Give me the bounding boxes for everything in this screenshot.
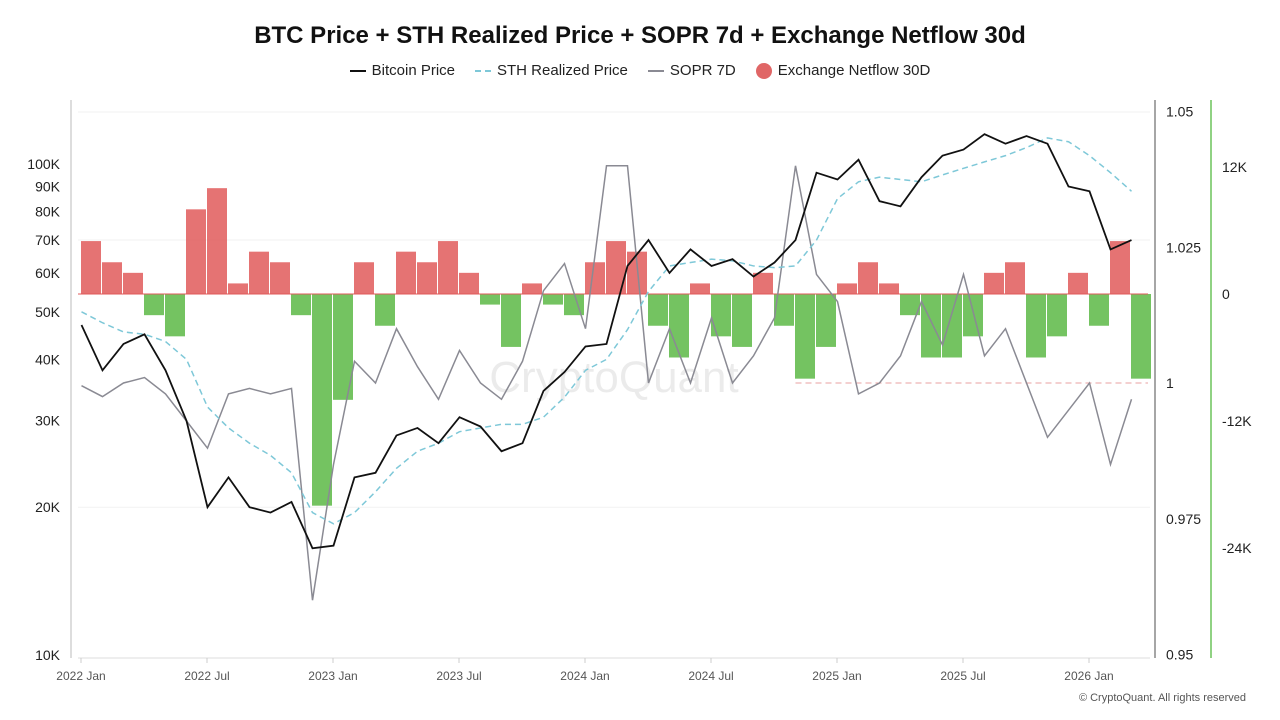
netflow-bar <box>375 294 395 326</box>
btc-price-line <box>80 133 1132 550</box>
legend-item-sopr[interactable]: SOPR 7D <box>647 62 736 79</box>
netflow-tick-label: -24K <box>1222 540 1252 556</box>
netflow-bar <box>480 294 500 305</box>
left-tick-label: 70K <box>35 232 61 248</box>
x-tick-label: 2023 Jul <box>436 669 481 683</box>
netflow-bar <box>312 294 332 506</box>
legend-item-btc[interactable]: Bitcoin Price <box>349 62 456 79</box>
netflow-bar <box>354 262 374 294</box>
netflow-bar <box>228 283 248 294</box>
legend-item-sth[interactable]: STH Realized Price <box>475 62 628 79</box>
legend-label: STH Realized Price <box>497 62 628 79</box>
left-tick-label: 50K <box>35 304 61 320</box>
x-tick-label: 2022 Jan <box>56 669 105 683</box>
netflow-bar <box>1026 294 1046 358</box>
netflow-bar <box>459 272 479 294</box>
netflow-bar <box>816 294 836 347</box>
x-tick-label: 2022 Jul <box>184 669 229 683</box>
netflow-bar <box>711 294 731 337</box>
netflow-tick-label: -12K <box>1222 413 1252 429</box>
netflow-bar <box>606 241 626 294</box>
legend-label: Bitcoin Price <box>371 62 456 79</box>
netflow-bar <box>900 294 920 316</box>
netflow-bar <box>522 283 542 294</box>
right-tick-label: 0.95 <box>1166 647 1193 663</box>
netflow-bar <box>1068 272 1088 294</box>
legend-label: Exchange Netflow 30D <box>777 62 931 79</box>
netflow-bar <box>627 251 647 294</box>
netflow-bar <box>186 209 206 294</box>
netflow-bar <box>1089 294 1109 326</box>
netflow-bar <box>123 272 143 294</box>
netflow-bar <box>774 294 794 326</box>
netflow-bar <box>963 294 983 337</box>
left-tick-label: 20K <box>35 499 61 515</box>
netflow-bar <box>417 262 437 294</box>
netflow-bar <box>102 262 122 294</box>
right-tick-label: 1.05 <box>1166 104 1193 120</box>
left-tick-label: 30K <box>35 413 61 429</box>
legend: Bitcoin Price STH Realized Price SOPR 7D… <box>0 62 1280 79</box>
copyright: © CryptoQuant. All rights reserved <box>1078 692 1246 704</box>
right-tick-label: 1.025 <box>1166 239 1201 255</box>
netflow-bar <box>648 294 668 326</box>
netflow-bar <box>690 283 710 294</box>
netflow-bar <box>984 272 1004 294</box>
x-tick-label: 2024 Jan <box>560 669 609 683</box>
left-tick-label: 10K <box>35 647 61 663</box>
netflow-bar <box>81 241 101 294</box>
left-tick-label: 90K <box>35 178 61 194</box>
left-tick-label: 40K <box>35 351 61 367</box>
x-tick-label: 2024 Jul <box>688 669 733 683</box>
x-tick-label: 2023 Jan <box>308 669 357 683</box>
netflow-bar <box>270 262 290 294</box>
legend-item-netflow[interactable]: Exchange Netflow 30D <box>755 62 931 79</box>
x-tick-label: 2026 Jan <box>1064 669 1113 683</box>
netflow-bar <box>879 283 899 294</box>
netflow-bar <box>249 251 269 294</box>
netflow-bar <box>585 262 605 294</box>
watermark: CryptoQuant <box>489 353 738 402</box>
netflow-bar <box>144 294 164 316</box>
netflow-bar <box>753 272 773 294</box>
netflow-bar <box>732 294 752 347</box>
right-tick-label: 1 <box>1166 375 1174 391</box>
netflow-bar <box>837 283 857 294</box>
netflow-bar <box>333 294 353 400</box>
netflow-bar <box>438 241 458 294</box>
netflow-tick-label: 0 <box>1222 286 1230 302</box>
netflow-bar <box>858 262 878 294</box>
left-tick-label: 80K <box>35 204 61 220</box>
netflow-bar <box>543 294 563 305</box>
netflow-bar <box>291 294 311 316</box>
netflow-bar <box>795 294 815 379</box>
netflow-bar <box>1131 294 1151 379</box>
netflow-bar <box>669 294 689 358</box>
netflow-tick-label: 12K <box>1222 159 1248 175</box>
sth-realized-price-line <box>81 137 1132 525</box>
netflow-bar <box>207 188 227 294</box>
right-tick-label: 0.975 <box>1166 511 1201 527</box>
netflow-bar <box>1110 241 1130 294</box>
legend-label: SOPR 7D <box>669 62 736 79</box>
chart-title: BTC Price + STH Realized Price + SOPR 7d… <box>254 22 1026 49</box>
netflow-bar <box>942 294 962 358</box>
netflow-bar <box>1005 262 1025 294</box>
netflow-bar <box>396 251 416 294</box>
netflow-bar <box>165 294 185 337</box>
sopr-line <box>81 165 1133 601</box>
left-tick-label: 60K <box>35 265 61 281</box>
left-tick-label: 100K <box>27 156 60 172</box>
netflow-bar <box>921 294 941 358</box>
netflow-bar <box>1047 294 1067 337</box>
netflow-bar <box>501 294 521 347</box>
x-tick-label: 2025 Jan <box>812 669 861 683</box>
x-tick-label: 2025 Jul <box>940 669 985 683</box>
netflow-bar <box>564 294 584 316</box>
